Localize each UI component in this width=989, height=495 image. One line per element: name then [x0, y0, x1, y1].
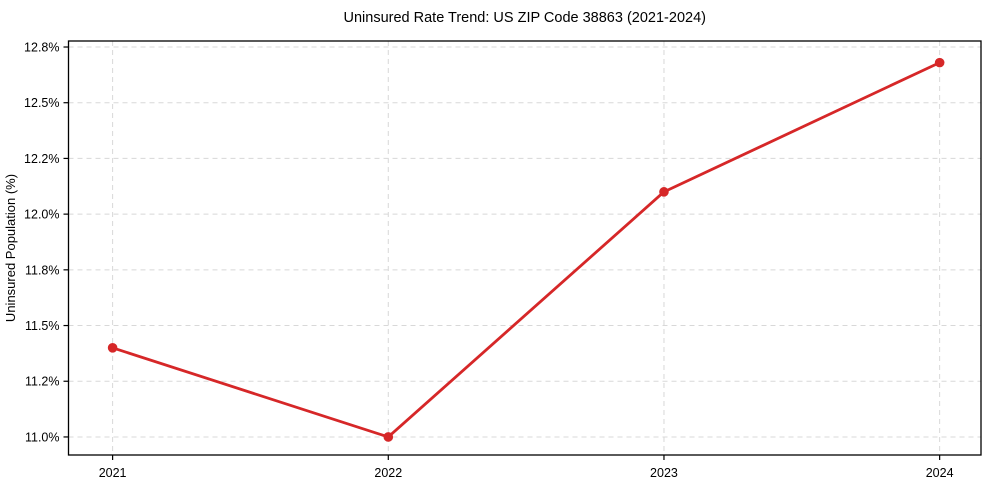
data-series-layer [107, 57, 945, 442]
x-tick-label: 2021 [99, 466, 127, 480]
y-tick-label: 12.2% [24, 152, 59, 166]
y-tick-label: 11.0% [25, 430, 60, 444]
data-point-marker [934, 57, 945, 68]
y-tick-label: 11.5% [25, 319, 60, 333]
x-tick-label: 2024 [926, 466, 954, 480]
y-tick-label: 12.0% [24, 208, 59, 222]
chart-title: Uninsured Rate Trend: US ZIP Code 38863 … [344, 10, 706, 26]
x-tick-label: 2023 [650, 466, 678, 480]
trend-line [111, 61, 942, 439]
y-tick-label: 12.8% [24, 41, 59, 55]
plot-border [67, 40, 982, 456]
grid-layer [68, 41, 981, 455]
y-tick-label: 11.2% [25, 375, 60, 389]
data-point-marker [659, 187, 669, 197]
data-point-marker [107, 343, 118, 353]
x-tick-label: 2022 [374, 466, 402, 480]
y-axis-label: Uninsured Population (%) [3, 174, 18, 322]
y-tick-label: 11.8% [25, 263, 60, 277]
y-tick-label: 12.5% [24, 96, 59, 110]
data-point-marker [383, 432, 394, 442]
axis-layer: 11.0% 11.2% 11.5% 11.8% 12.0% 12.2% 12.5% 12.8%… [24, 40, 982, 480]
